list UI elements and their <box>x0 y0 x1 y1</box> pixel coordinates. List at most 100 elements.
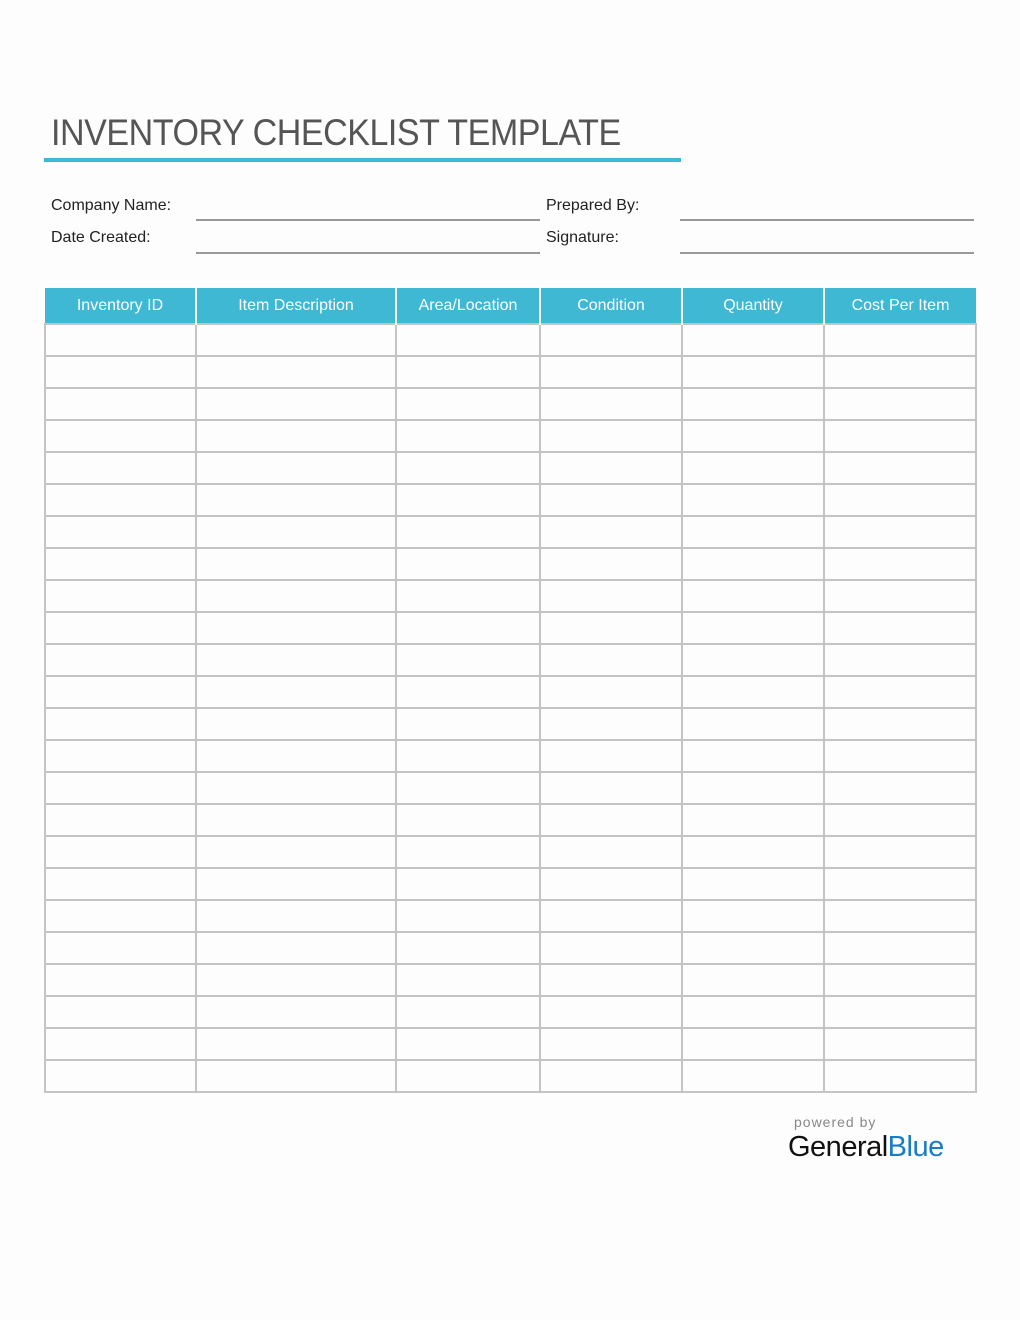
table-cell[interactable] <box>823 1027 977 1061</box>
table-cell[interactable] <box>539 483 683 517</box>
table-cell[interactable] <box>195 931 397 965</box>
table-cell[interactable] <box>195 707 397 741</box>
table-cell[interactable] <box>823 387 977 421</box>
table-cell[interactable] <box>539 963 683 997</box>
table-cell[interactable] <box>681 419 825 453</box>
table-cell[interactable] <box>195 771 397 805</box>
table-cell[interactable] <box>539 611 683 645</box>
table-cell[interactable] <box>395 739 541 773</box>
table-cell[interactable] <box>681 515 825 549</box>
table-cell[interactable] <box>395 675 541 709</box>
table-cell[interactable] <box>539 835 683 869</box>
table-cell[interactable] <box>195 675 397 709</box>
table-cell[interactable] <box>823 867 977 901</box>
table-cell[interactable] <box>539 355 683 389</box>
table-cell[interactable] <box>823 739 977 773</box>
table-cell[interactable] <box>823 355 977 389</box>
table-cell[interactable] <box>44 547 197 581</box>
table-cell[interactable] <box>44 931 197 965</box>
table-cell[interactable] <box>395 835 541 869</box>
date-created-field[interactable] <box>196 252 540 254</box>
table-cell[interactable] <box>539 739 683 773</box>
table-cell[interactable] <box>395 931 541 965</box>
table-cell[interactable] <box>823 899 977 933</box>
table-cell[interactable] <box>395 547 541 581</box>
table-cell[interactable] <box>539 803 683 837</box>
table-cell[interactable] <box>195 739 397 773</box>
table-cell[interactable] <box>823 579 977 613</box>
table-cell[interactable] <box>823 419 977 453</box>
table-cell[interactable] <box>539 419 683 453</box>
table-cell[interactable] <box>195 963 397 997</box>
table-cell[interactable] <box>395 611 541 645</box>
table-cell[interactable] <box>681 803 825 837</box>
table-cell[interactable] <box>44 899 197 933</box>
table-cell[interactable] <box>195 835 397 869</box>
table-cell[interactable] <box>44 451 197 485</box>
table-cell[interactable] <box>681 707 825 741</box>
table-cell[interactable] <box>195 323 397 357</box>
table-cell[interactable] <box>823 675 977 709</box>
table-cell[interactable] <box>823 611 977 645</box>
table-cell[interactable] <box>539 579 683 613</box>
table-cell[interactable] <box>539 771 683 805</box>
table-cell[interactable] <box>823 931 977 965</box>
table-cell[interactable] <box>681 675 825 709</box>
table-cell[interactable] <box>195 579 397 613</box>
table-cell[interactable] <box>681 835 825 869</box>
table-cell[interactable] <box>681 739 825 773</box>
table-cell[interactable] <box>44 355 197 389</box>
table-cell[interactable] <box>44 387 197 421</box>
table-cell[interactable] <box>681 963 825 997</box>
table-cell[interactable] <box>395 387 541 421</box>
table-cell[interactable] <box>195 387 397 421</box>
table-cell[interactable] <box>539 867 683 901</box>
table-cell[interactable] <box>44 611 197 645</box>
table-cell[interactable] <box>823 707 977 741</box>
table-cell[interactable] <box>539 515 683 549</box>
table-cell[interactable] <box>539 387 683 421</box>
table-cell[interactable] <box>195 483 397 517</box>
table-cell[interactable] <box>44 835 197 869</box>
table-cell[interactable] <box>395 803 541 837</box>
table-cell[interactable] <box>195 419 397 453</box>
table-cell[interactable] <box>681 931 825 965</box>
table-cell[interactable] <box>44 867 197 901</box>
table-cell[interactable] <box>681 1027 825 1061</box>
table-cell[interactable] <box>823 995 977 1029</box>
table-cell[interactable] <box>195 451 397 485</box>
table-cell[interactable] <box>681 867 825 901</box>
table-cell[interactable] <box>195 515 397 549</box>
table-cell[interactable] <box>681 1059 825 1093</box>
table-cell[interactable] <box>681 899 825 933</box>
table-cell[interactable] <box>823 323 977 357</box>
table-cell[interactable] <box>823 483 977 517</box>
table-cell[interactable] <box>395 707 541 741</box>
table-cell[interactable] <box>539 707 683 741</box>
table-cell[interactable] <box>539 1027 683 1061</box>
table-cell[interactable] <box>44 1027 197 1061</box>
table-cell[interactable] <box>395 323 541 357</box>
prepared-by-field[interactable] <box>680 219 974 221</box>
table-cell[interactable] <box>681 355 825 389</box>
signature-field[interactable] <box>680 252 974 254</box>
table-cell[interactable] <box>539 675 683 709</box>
table-cell[interactable] <box>681 547 825 581</box>
table-cell[interactable] <box>539 323 683 357</box>
table-cell[interactable] <box>681 611 825 645</box>
table-cell[interactable] <box>195 803 397 837</box>
table-cell[interactable] <box>395 355 541 389</box>
table-cell[interactable] <box>44 579 197 613</box>
table-cell[interactable] <box>44 707 197 741</box>
table-cell[interactable] <box>195 355 397 389</box>
table-cell[interactable] <box>395 419 541 453</box>
table-cell[interactable] <box>539 643 683 677</box>
company-name-field[interactable] <box>196 219 540 221</box>
table-cell[interactable] <box>195 1059 397 1093</box>
table-cell[interactable] <box>395 1059 541 1093</box>
table-cell[interactable] <box>539 995 683 1029</box>
table-cell[interactable] <box>539 451 683 485</box>
table-cell[interactable] <box>823 547 977 581</box>
table-cell[interactable] <box>44 643 197 677</box>
table-cell[interactable] <box>44 963 197 997</box>
